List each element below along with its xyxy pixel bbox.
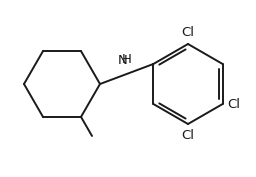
Text: Cl: Cl bbox=[182, 26, 195, 39]
Text: Cl: Cl bbox=[228, 98, 241, 110]
Text: N: N bbox=[118, 54, 127, 67]
Text: H: H bbox=[122, 53, 132, 66]
Text: Cl: Cl bbox=[182, 129, 195, 142]
